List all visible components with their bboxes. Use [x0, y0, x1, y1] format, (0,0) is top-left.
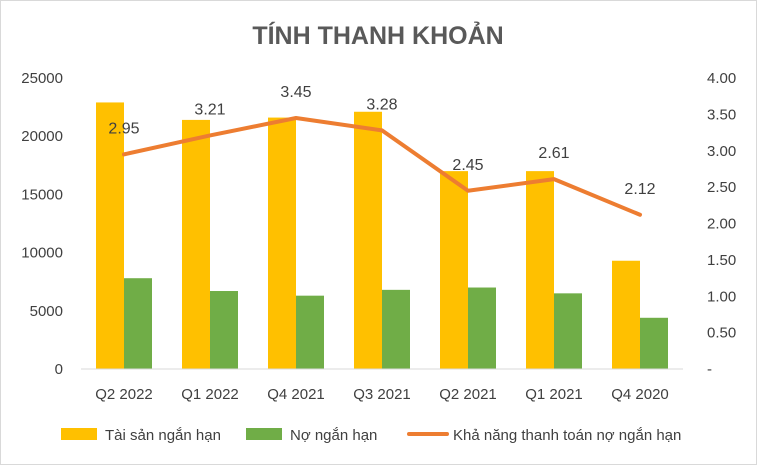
data-label: 2.45: [452, 157, 483, 174]
x-axis-tick-label: Q1 2022: [181, 386, 239, 403]
x-axis-tick-label: Q1 2021: [525, 386, 583, 403]
x-axis-tick-label: Q4 2021: [267, 386, 325, 403]
bar: [268, 117, 296, 370]
right-axis-tick-label: 3.00: [707, 143, 736, 160]
bar: [468, 287, 496, 369]
right-axis-tick-label: 1.50: [707, 252, 736, 269]
bar: [440, 171, 468, 369]
x-axis-tick-label: Q2 2021: [439, 386, 497, 403]
x-axis: Q2 2022 Q1 2022 Q4 2021 Q3 2021 Q2 2021 Q1 20…: [81, 368, 683, 403]
left-axis-tick-label: 0: [55, 361, 63, 378]
bar: [96, 102, 124, 369]
right-axis-tick-label: 4.00: [707, 70, 736, 87]
chart-title: TÍNH THANH KHOẢN: [252, 20, 503, 50]
right-axis-tick-label: 2.50: [707, 179, 736, 196]
x-axis-tick-label: Q4 2020: [611, 386, 669, 403]
bar: [612, 260, 640, 369]
data-label: 3.28: [366, 96, 397, 113]
right-axis-tick-label: 2.00: [707, 216, 736, 233]
left-axis-tick-label: 15000: [21, 186, 63, 203]
bar: [354, 111, 382, 370]
line-series: [122, 116, 642, 217]
left-axis: 0 5000 10000 15000 20000 25000: [21, 70, 63, 378]
bar: [296, 295, 324, 369]
bar: [554, 293, 582, 369]
legend-swatch: [246, 428, 282, 440]
legend-label: Nợ ngắn hạn: [290, 427, 377, 444]
x-axis-tick-label: Q3 2021: [353, 386, 411, 403]
bar: [640, 317, 668, 369]
line-series-group: 2.95 3.21 3.45 3.28 2.45 2.61 2.12: [108, 84, 656, 217]
data-label: 3.21: [194, 101, 225, 118]
bar: [210, 291, 238, 369]
left-axis-tick-label: 20000: [21, 128, 63, 145]
right-axis-tick-label: 1.00: [707, 288, 736, 305]
x-axis-tick-label: Q2 2022: [95, 386, 153, 403]
bar: [182, 119, 210, 370]
data-label: 2.12: [624, 181, 655, 198]
right-axis-tick-label: -: [707, 361, 712, 378]
bar: [526, 171, 554, 369]
legend-label: Tài sản ngắn hạn: [105, 427, 221, 444]
legend: Tài sản ngắn hạn Nợ ngắn hạn Khả năng than…: [61, 427, 681, 444]
left-axis-tick-label: 5000: [30, 303, 63, 320]
left-axis-tick-label: 25000: [21, 70, 63, 87]
bar-series-group: [96, 102, 668, 370]
right-axis: - 0.50 1.00 1.50 2.00 2.50 3.00 3.50 4.00: [707, 70, 736, 378]
legend-swatch: [61, 428, 97, 440]
left-axis-tick-label: 10000: [21, 245, 63, 262]
right-axis-tick-label: 0.50: [707, 325, 736, 342]
data-label: 2.61: [538, 145, 569, 162]
legend-label: Khả năng thanh toán nợ ngắn hạn: [453, 427, 681, 444]
bar: [124, 278, 152, 369]
right-axis-tick-label: 3.50: [707, 106, 736, 123]
data-label: 2.95: [108, 120, 139, 137]
bar: [382, 289, 410, 369]
data-label: 3.45: [280, 84, 311, 101]
